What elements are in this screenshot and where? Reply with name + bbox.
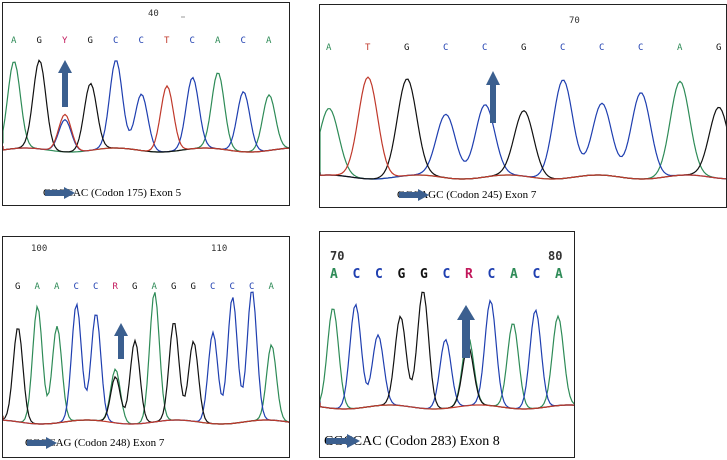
- base-call: T: [365, 43, 371, 53]
- codon-to: CAC (Codon 283) Exon 8: [352, 434, 500, 449]
- base-call: C: [375, 267, 383, 282]
- mutation-arrow: [457, 305, 475, 358]
- base-call: C: [599, 43, 604, 53]
- trace-T: [3, 84, 289, 153]
- mutation-caption: GGC AGC (Codon 245) Exon 7: [397, 189, 536, 201]
- base-call: R: [113, 282, 119, 292]
- base-call: G: [404, 43, 409, 53]
- trace-T: [3, 416, 289, 425]
- base-call: C: [353, 267, 361, 282]
- base-call: C: [533, 267, 541, 282]
- chromatogram-p1: 40 A G Y G C C T C A C A: [3, 9, 289, 153]
- trace-C: [320, 299, 574, 410]
- trace-G: [320, 291, 574, 410]
- position-label: 110: [211, 244, 227, 254]
- base-call: R: [465, 267, 473, 282]
- mutation-arrow: [114, 323, 128, 359]
- base-call: C: [190, 36, 195, 46]
- base-call: C: [113, 36, 118, 46]
- position-label: 40: [148, 9, 159, 19]
- base-call: G: [191, 282, 196, 292]
- base-call: C: [74, 282, 79, 292]
- trace-T: [320, 76, 726, 180]
- base-call: C: [443, 43, 448, 53]
- codon-to: CAG (Codon 248) Exon 7: [48, 437, 165, 449]
- base-call: A: [677, 43, 683, 53]
- trace-A: [3, 61, 289, 153]
- base-call: C: [93, 282, 98, 292]
- base-call: G: [15, 282, 20, 292]
- mutation-arrow: [58, 60, 72, 107]
- mutation-caption: CGC CAC (Codon 283) Exon 8: [324, 434, 500, 450]
- base-call: C: [241, 36, 246, 46]
- codon-to: CAC (Codon 175) Exon 5: [65, 187, 182, 199]
- arrow-right-icon: [326, 434, 360, 448]
- trace-A: [3, 292, 289, 425]
- trace-A: [320, 308, 574, 410]
- mutation-caption: CGG CAG (Codon 248) Exon 7: [25, 437, 164, 449]
- base-call: A: [54, 282, 60, 292]
- base-call: A: [555, 267, 563, 282]
- base-call: C: [638, 43, 643, 53]
- base-call: C: [230, 282, 235, 292]
- base-call: A: [11, 36, 17, 46]
- base-call: C: [443, 267, 451, 282]
- position-label: 100: [31, 244, 47, 254]
- position-label: 80: [548, 249, 562, 263]
- trace-C: [320, 79, 726, 180]
- base-call: C: [560, 43, 565, 53]
- base-call: G: [521, 43, 526, 53]
- trace-C: [3, 291, 289, 425]
- base-call: G: [171, 282, 176, 292]
- chromatogram-panel-codon-248: 100 110 G A A C C R G A G G C C C A CGG CAG (Codon 24…: [2, 236, 290, 458]
- base-call: A: [269, 282, 275, 292]
- mutation-caption: CGC CAC (Codon 175) Exon 5: [43, 187, 181, 199]
- chromatogram-p2: 70 A T G C C G C C C A G: [320, 16, 726, 180]
- base-call: A: [326, 43, 332, 53]
- mutation-arrow: [486, 71, 500, 123]
- base-call: G: [716, 43, 721, 53]
- base-call: C: [249, 282, 254, 292]
- trace-C: [3, 60, 289, 153]
- position-label: 70: [330, 249, 344, 263]
- chromatogram-panel-codon-175: 40 A G Y G C C T C A C A CGC CAC (Codon 175) Exon …: [2, 2, 290, 206]
- base-call: G: [398, 267, 406, 282]
- base-call: G: [37, 36, 42, 46]
- base-call: C: [482, 43, 487, 53]
- trace-G: [3, 59, 289, 153]
- base-call: A: [215, 36, 221, 46]
- base-call: G: [420, 267, 428, 282]
- base-call: A: [152, 282, 158, 292]
- base-call: Y: [62, 36, 68, 46]
- arrow-right-icon: [27, 437, 57, 449]
- base-call: T: [164, 36, 170, 46]
- chromatogram-panel-codon-245: 70 A T G C C G C C C A G GGC AGC (Codon 245) Exon …: [319, 4, 727, 208]
- base-call: G: [88, 36, 93, 46]
- trace-G: [320, 78, 726, 180]
- position-label: 70: [569, 16, 580, 26]
- base-call: A: [330, 267, 338, 282]
- base-call: C: [139, 36, 144, 46]
- trace-A: [320, 80, 726, 180]
- base-call: A: [510, 267, 518, 282]
- trace-T: [320, 402, 574, 410]
- chromatogram-p3: 100 110 G A A C C R G A G G C C C A: [3, 244, 289, 425]
- codon-to: AGC (Codon 245) Exon 7: [420, 189, 537, 201]
- arrow-right-icon: [45, 187, 75, 199]
- base-call: G: [132, 282, 137, 292]
- base-call: C: [210, 282, 215, 292]
- arrow-right-icon: [399, 189, 429, 201]
- base-call: C: [488, 267, 496, 282]
- base-call: A: [266, 36, 272, 46]
- base-call: A: [35, 282, 41, 292]
